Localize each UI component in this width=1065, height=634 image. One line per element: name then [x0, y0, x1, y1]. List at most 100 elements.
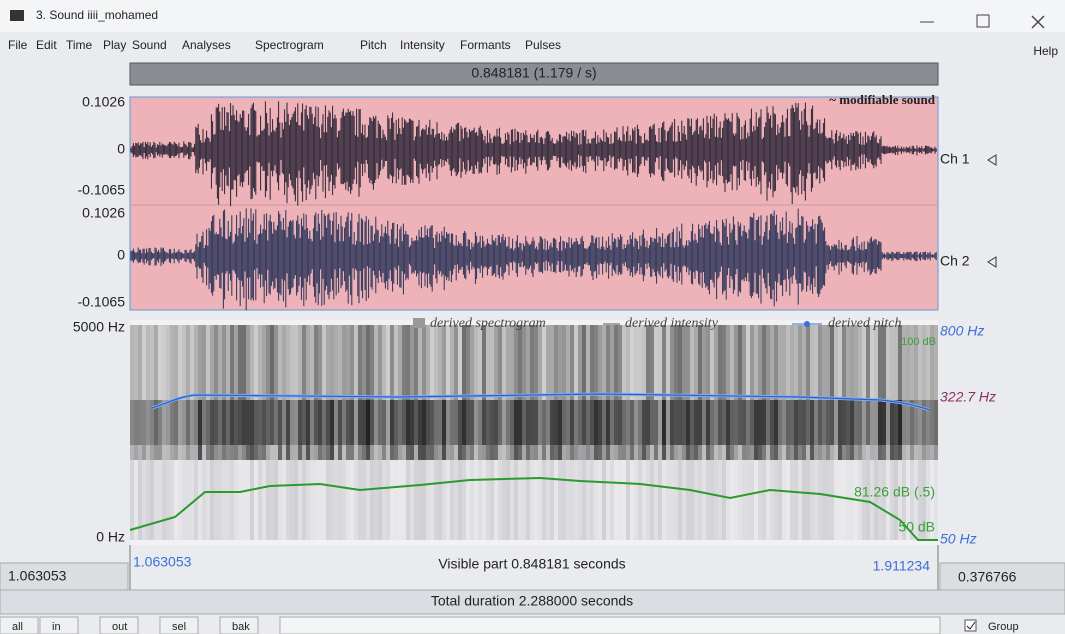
menu-item[interactable]: Formants [460, 38, 511, 52]
spectrogram-band [718, 400, 722, 460]
zoom-button-label: sel [172, 621, 186, 633]
menu-item[interactable]: Analyses [182, 38, 231, 52]
spectrogram-band [498, 400, 502, 460]
spectrogram-low [454, 460, 458, 540]
menu-item[interactable]: Intensity [400, 38, 445, 52]
spectrogram-band [414, 400, 418, 460]
spectrogram-band [338, 400, 342, 460]
spectrogram-low [450, 460, 454, 540]
spectrogram-low [578, 460, 582, 540]
spectrogram-low [506, 460, 510, 540]
spectrogram-band [486, 400, 490, 460]
spectrogram-band [206, 400, 210, 460]
spectrogram-low [874, 460, 878, 540]
spectrogram-low [658, 460, 662, 540]
spectrogram-low [346, 460, 350, 540]
spectrogram-low [322, 460, 326, 540]
spectrogram-band [518, 400, 522, 460]
page: 3. Sound iiii_mohamed FileEditTimePlaySo… [0, 0, 1065, 634]
spectrogram-band [666, 400, 670, 460]
spectrogram-low [398, 460, 402, 540]
spectrogram-low [378, 460, 382, 540]
intensity-value: 81.26 dB (.5) [854, 484, 935, 500]
spectrogram-band [658, 400, 662, 460]
spectrogram-low [270, 460, 274, 540]
spectrogram-band [642, 400, 646, 460]
spectrogram-band [438, 400, 442, 460]
spectrogram-band [302, 400, 306, 460]
menu-item[interactable]: Pitch [360, 38, 387, 52]
spectrogram-band [722, 400, 726, 460]
group-label[interactable]: Group [988, 621, 1019, 633]
legend-pitch-dot [804, 321, 810, 327]
spectrogram-top: 5000 Hz [73, 319, 125, 335]
spectrogram-low [646, 460, 650, 540]
spectrogram-low [258, 460, 262, 540]
spectrogram-low [886, 460, 890, 540]
spectrogram-band [822, 400, 826, 460]
spectrogram-low [674, 460, 678, 540]
spectrogram-band [446, 400, 450, 460]
menu-item[interactable]: Sound [132, 38, 167, 52]
spectrogram-low [554, 460, 558, 540]
spectrogram-low [462, 460, 466, 540]
spectrogram-band [614, 400, 618, 460]
spectrogram-band [286, 400, 290, 460]
spectrogram-low [146, 460, 150, 540]
menu-item[interactable]: Time [66, 38, 93, 52]
spectrogram-low [170, 460, 174, 540]
spectrogram-band [310, 400, 314, 460]
spectrogram-band [582, 400, 586, 460]
spectrogram-low [302, 460, 306, 540]
spectrogram-low [618, 460, 622, 540]
pitch-top: 800 Hz [940, 323, 984, 339]
legend-spectrogram: derived spectrogram [430, 316, 546, 331]
spectrogram-low [706, 460, 710, 540]
title-bar [0, 0, 1065, 32]
spectrogram-band [342, 400, 346, 460]
spectrogram-low [418, 460, 422, 540]
legend-intensity: derived intensity [625, 316, 719, 331]
ch1-label[interactable]: Ch 1 [940, 151, 970, 167]
menu-item[interactable]: Pulses [525, 38, 561, 52]
ch1-zero: 0 [117, 141, 125, 157]
spectrogram-low [222, 460, 226, 540]
menu-item[interactable]: File [8, 38, 28, 52]
spectrogram-band [134, 400, 138, 460]
spectrogram-low [778, 460, 782, 540]
spectrogram-low [174, 460, 178, 540]
spectrogram-band [434, 400, 438, 460]
spectrogram-band [874, 400, 878, 460]
menu-help[interactable]: Help [1033, 44, 1058, 58]
menu-item[interactable]: Play [103, 38, 126, 52]
spectrogram-low [430, 460, 434, 540]
ch2-label[interactable]: Ch 2 [940, 253, 970, 269]
scrollbar[interactable] [280, 617, 940, 634]
spectrogram-band [686, 400, 690, 460]
spectrogram-low [254, 460, 258, 540]
menu-item[interactable]: Spectrogram [255, 38, 324, 52]
spectrogram-band [190, 400, 194, 460]
spectrogram-low [486, 460, 490, 540]
spectrogram-low [470, 460, 474, 540]
spectrogram-band [462, 400, 466, 460]
spectrogram-low [366, 460, 370, 540]
group-checkbox[interactable] [965, 620, 976, 631]
spectrogram-low [594, 460, 598, 540]
visible-part[interactable]: Visible part 0.848181 seconds [438, 556, 625, 572]
spectrogram-band [450, 400, 454, 460]
menu-item[interactable]: Edit [36, 38, 57, 52]
spectrogram-low [158, 460, 162, 540]
ch2-max: 0.1026 [82, 205, 125, 221]
zoom-button-label: out [112, 621, 127, 633]
spectrogram-band [746, 400, 750, 460]
ch2-speaker-icon[interactable] [988, 257, 996, 267]
spectrogram-low [494, 460, 498, 540]
ch1-speaker-icon[interactable] [988, 155, 996, 165]
ch1-max: 0.1026 [82, 94, 125, 110]
spectrogram-band [154, 400, 158, 460]
spectrogram-band [522, 400, 526, 460]
spectrogram-low [214, 460, 218, 540]
spectrogram-low [650, 460, 654, 540]
spectrogram-band [594, 400, 598, 460]
